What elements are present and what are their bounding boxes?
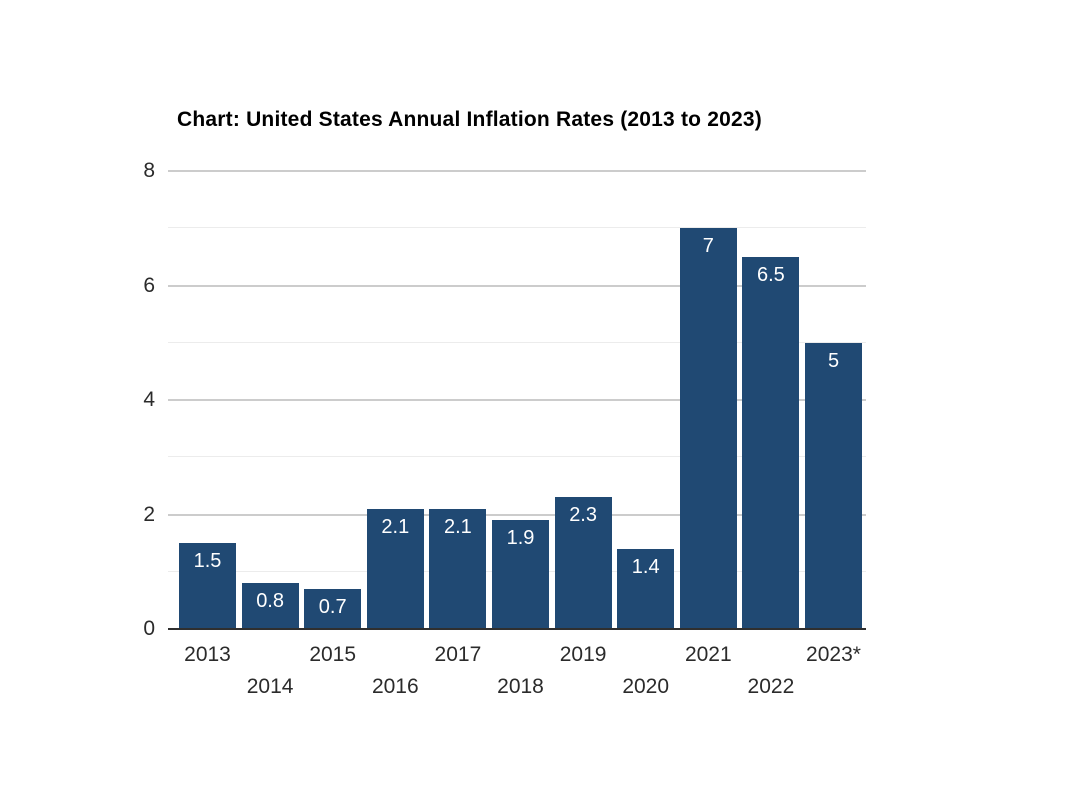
major-gridline <box>168 399 866 401</box>
bar: 0.8 <box>241 583 299 629</box>
major-gridline <box>168 513 866 516</box>
x-tick-label: 2019 <box>559 643 607 666</box>
x-tick-label: 2014 <box>246 675 294 698</box>
bar-value-label: 5 <box>827 349 840 372</box>
major-gridline <box>168 170 866 172</box>
y-tick-label: 6 <box>143 273 155 297</box>
chart-title: Chart: United States Annual Inflation Ra… <box>177 108 762 131</box>
x-tick-label: 2017 <box>434 643 482 666</box>
bar-value-label: 7 <box>702 235 714 258</box>
bar: 0.7 <box>304 588 362 629</box>
x-tick-label: 2021 <box>684 643 732 666</box>
bar-value-label: 6.5 <box>756 263 785 286</box>
bar: 2.1 <box>429 508 487 629</box>
x-tick-label: 2015 <box>309 643 357 666</box>
major-gridline <box>168 284 866 287</box>
bar-value-label: 1.9 <box>506 527 535 550</box>
minor-gridline <box>168 341 866 343</box>
minor-gridline <box>168 227 866 229</box>
bar-value-label: 0.7 <box>318 595 347 618</box>
y-tick-label: 4 <box>143 388 155 411</box>
y-tick-label: 0 <box>143 617 155 640</box>
minor-gridline <box>168 456 866 458</box>
bar: 1.5 <box>179 543 236 629</box>
x-tick-label: 2018 <box>497 675 544 698</box>
bar-value-label: 2.3 <box>569 504 597 527</box>
bar: 2.1 <box>366 508 424 629</box>
x-axis-line <box>168 628 866 630</box>
bar: 5 <box>805 342 862 629</box>
bar-value-label: 0.8 <box>256 590 284 613</box>
y-tick-label: 2 <box>143 502 155 526</box>
bar: 1.4 <box>617 548 675 629</box>
x-tick-label: 2013 <box>184 643 231 666</box>
bar: 2.3 <box>554 497 612 629</box>
y-tick-label: 8 <box>143 159 155 182</box>
x-tick-label: 2023* <box>806 643 861 666</box>
bar: 7 <box>679 228 737 629</box>
bar-value-label: 1.5 <box>193 550 222 573</box>
bar-value-label: 2.1 <box>381 515 410 538</box>
plot-area: 1.5 0.8 0.7 2.1 2.1 1.9 2.3 1.4 7 6.5 5 <box>168 170 866 630</box>
bar-value-label: 1.4 <box>631 555 660 578</box>
bar: 6.5 <box>742 256 800 629</box>
bar: 1.9 <box>492 520 549 629</box>
x-tick-label: 2022 <box>747 675 795 698</box>
bar-value-label: 2.1 <box>443 515 472 538</box>
x-tick-label: 2020 <box>622 675 670 698</box>
x-tick-label: 2016 <box>371 675 419 698</box>
